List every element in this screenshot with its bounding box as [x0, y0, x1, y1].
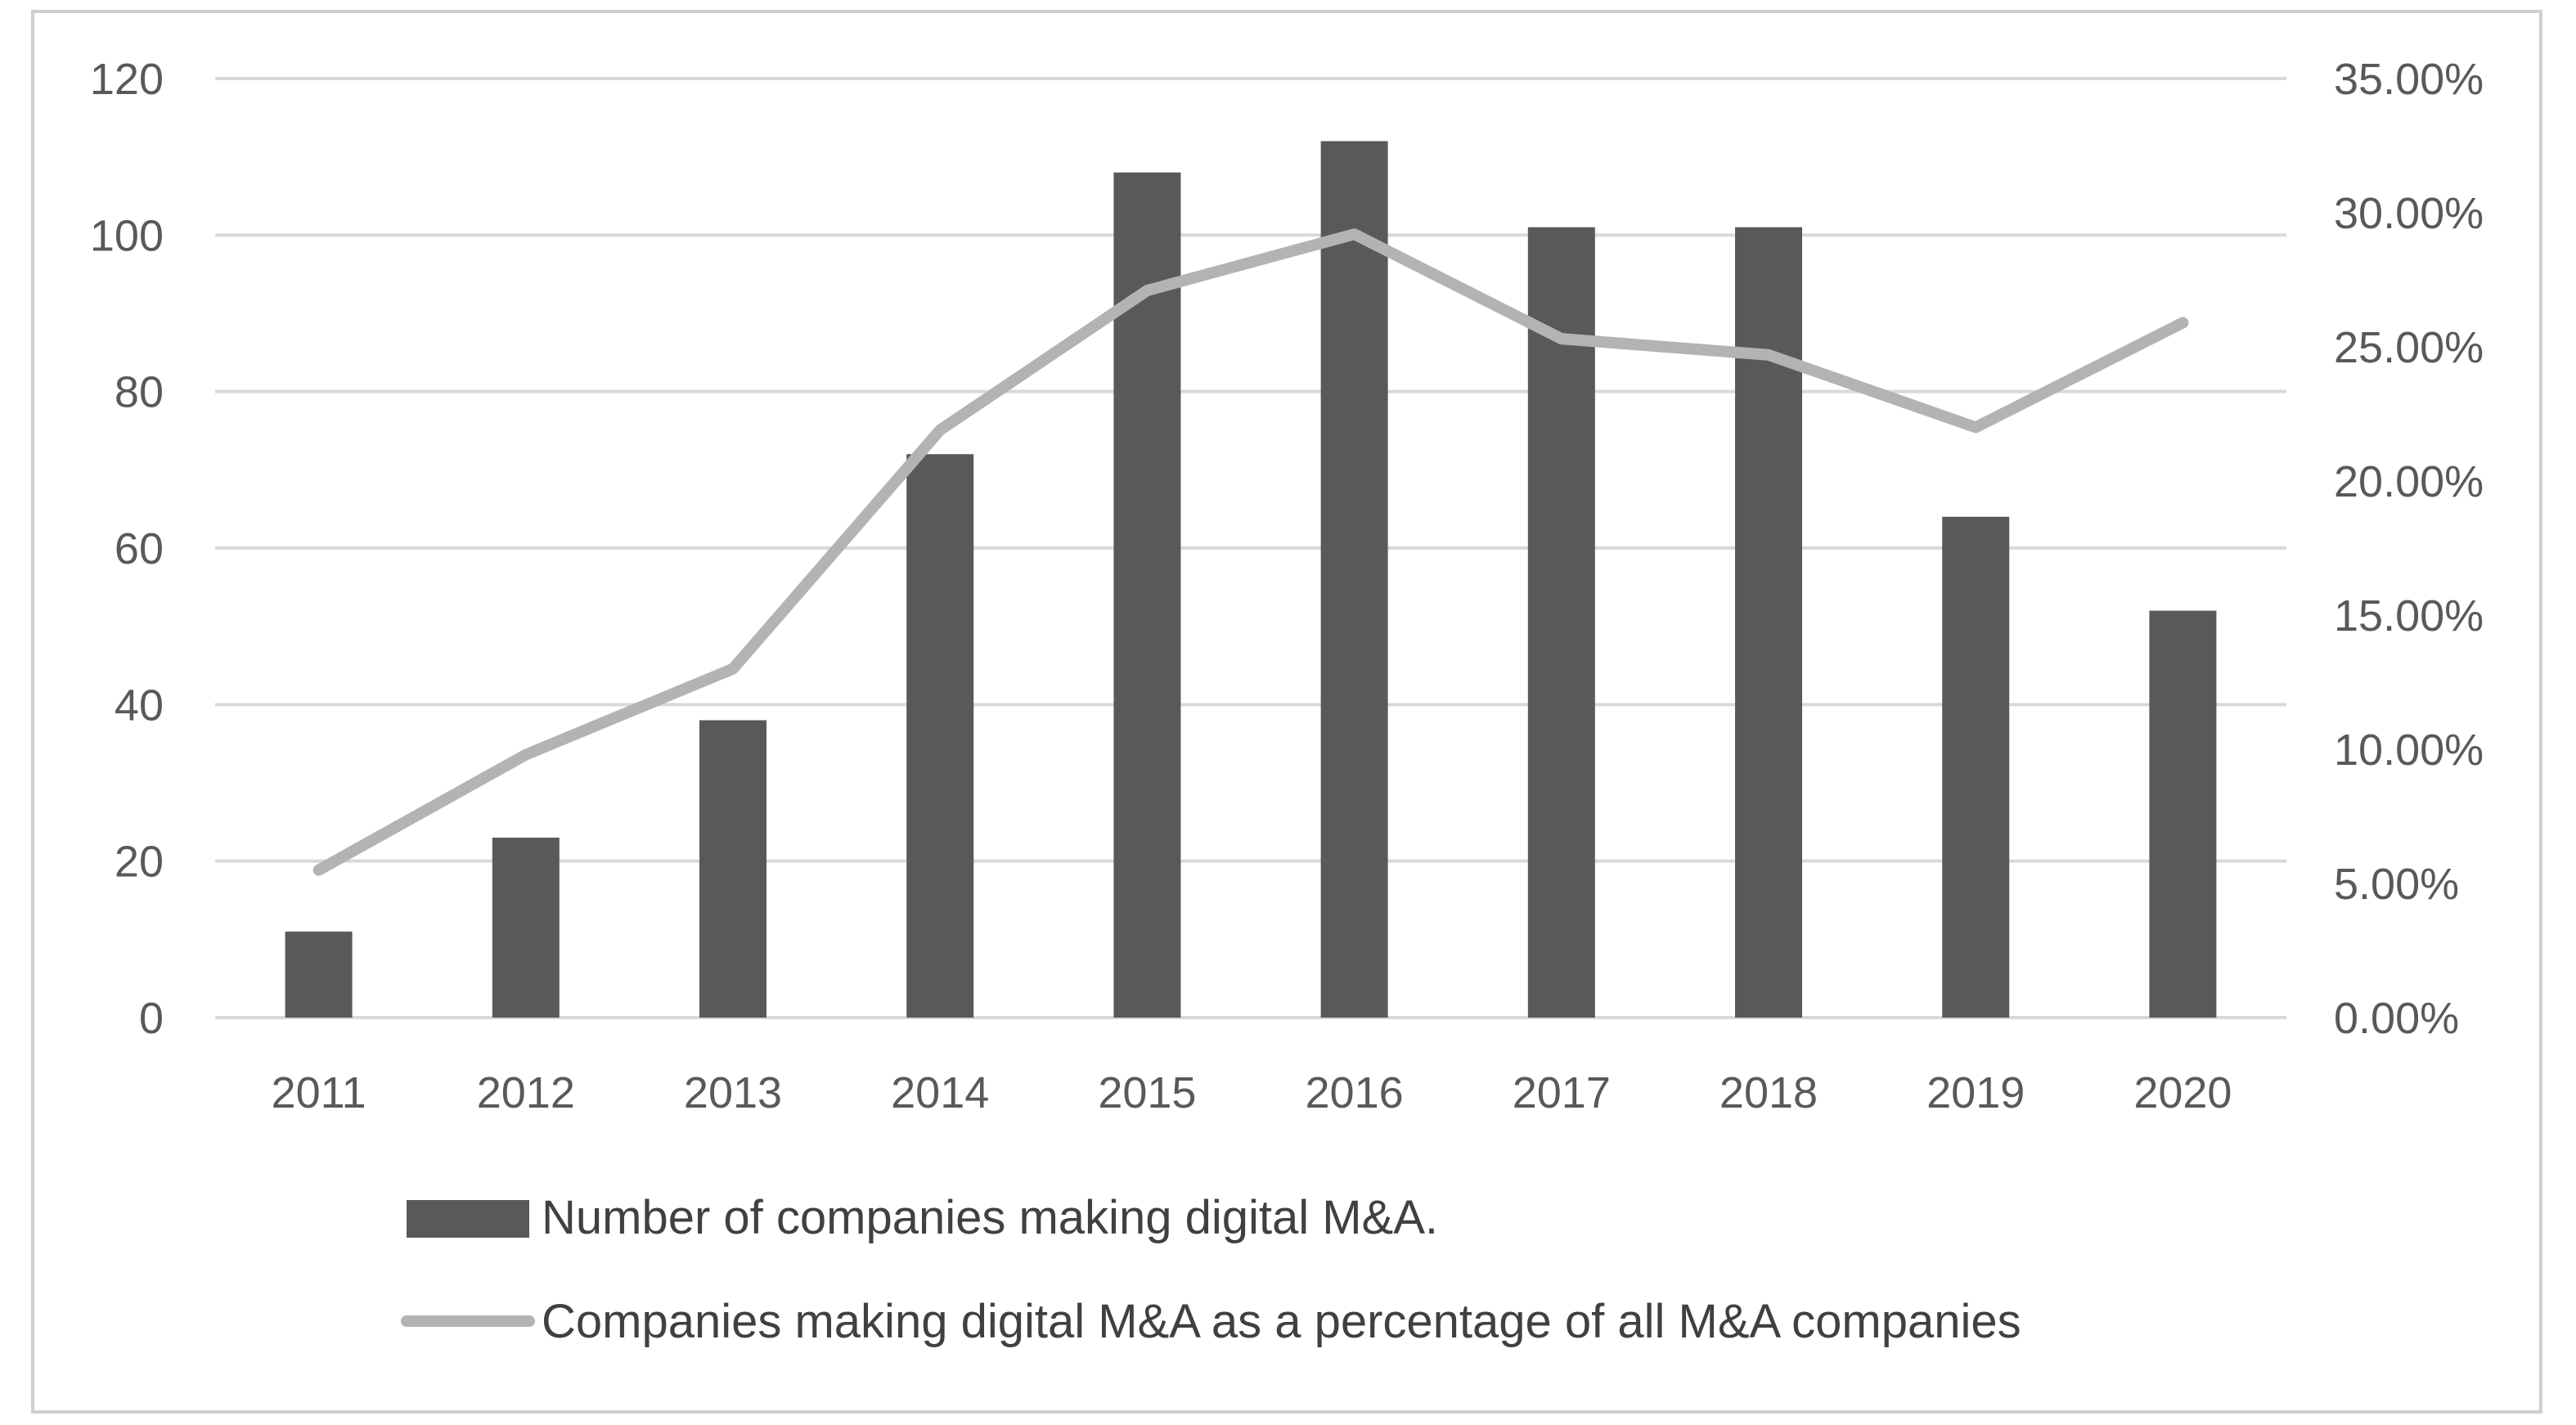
line-point-2016	[1353, 233, 1355, 236]
left-tick-label: 60	[115, 524, 164, 573]
left-tick-label: 120	[90, 55, 164, 104]
right-tick-label: 20.00%	[2334, 457, 2484, 506]
gridlines	[215, 77, 2286, 1019]
chart-border	[31, 10, 2542, 1414]
bar-2020	[2149, 610, 2217, 1018]
right-tick-label: 15.00%	[2334, 591, 2484, 641]
x-tick-label: 2015	[1098, 1068, 1196, 1117]
bar-2015	[1113, 172, 1181, 1018]
x-tick-label: 2013	[684, 1068, 782, 1117]
line-point-2012	[524, 753, 527, 756]
left-tick-label: 80	[115, 368, 164, 417]
line-point-2017	[1560, 338, 1562, 340]
bar-2019	[1942, 516, 2010, 1018]
legend: Number of companies making digital M&A. …	[401, 1191, 2021, 1348]
x-tick-label: 2012	[477, 1068, 575, 1117]
line-series	[312, 228, 2189, 876]
right-tick-label: 35.00%	[2334, 55, 2484, 104]
x-tick-label: 2016	[1306, 1068, 1404, 1117]
x-tick-label: 2019	[1926, 1068, 2025, 1117]
line-point-2011	[317, 869, 320, 871]
bar-2017	[1527, 227, 1595, 1018]
bar-2013	[699, 720, 767, 1018]
left-axis-ticks: 0 20 40 60 80 100 120	[90, 55, 164, 1043]
x-tick-label: 2017	[1513, 1068, 1611, 1117]
percentage-line	[312, 228, 2189, 876]
line-point-2018	[1768, 353, 1769, 356]
x-axis-ticks: 2011 2012 2013 2014 2015 2016 2017 2018 2019 2020	[272, 1068, 2232, 1117]
bar-2018	[1735, 227, 1802, 1018]
legend-bar-swatch	[407, 1200, 529, 1238]
line-point-2020	[2182, 321, 2184, 324]
x-tick-label: 2018	[1720, 1068, 1818, 1117]
left-tick-label: 20	[115, 838, 164, 887]
bar-2016	[1320, 141, 1388, 1018]
bar-2014	[906, 454, 974, 1018]
right-tick-label: 10.00%	[2334, 726, 2484, 775]
right-axis-ticks: 0.00% 5.00% 10.00% 15.00% 20.00% 25.00% 30.00%…	[2334, 55, 2484, 1043]
x-tick-label: 2020	[2133, 1068, 2232, 1117]
left-tick-label: 0	[139, 994, 164, 1043]
line-point-2013	[732, 668, 734, 670]
bar-series	[285, 141, 2217, 1018]
right-tick-label: 5.00%	[2334, 860, 2459, 909]
right-tick-label: 0.00%	[2334, 994, 2459, 1043]
legend-line-label: Companies making digital M&A as a percen…	[542, 1295, 2021, 1348]
legend-bar-label: Number of companies making digital M&A.	[542, 1191, 1438, 1244]
bar-2011	[285, 931, 353, 1018]
left-tick-label: 40	[115, 681, 164, 730]
line-point-2014	[939, 429, 942, 431]
x-tick-label: 2011	[272, 1068, 366, 1117]
right-tick-label: 30.00%	[2334, 189, 2484, 238]
right-tick-label: 25.00%	[2334, 323, 2484, 372]
line-point-2019	[1975, 426, 1977, 429]
bar-2012	[492, 837, 560, 1018]
x-tick-label: 2014	[891, 1068, 989, 1117]
line-point-2015	[1146, 290, 1149, 292]
left-tick-label: 100	[90, 211, 164, 260]
